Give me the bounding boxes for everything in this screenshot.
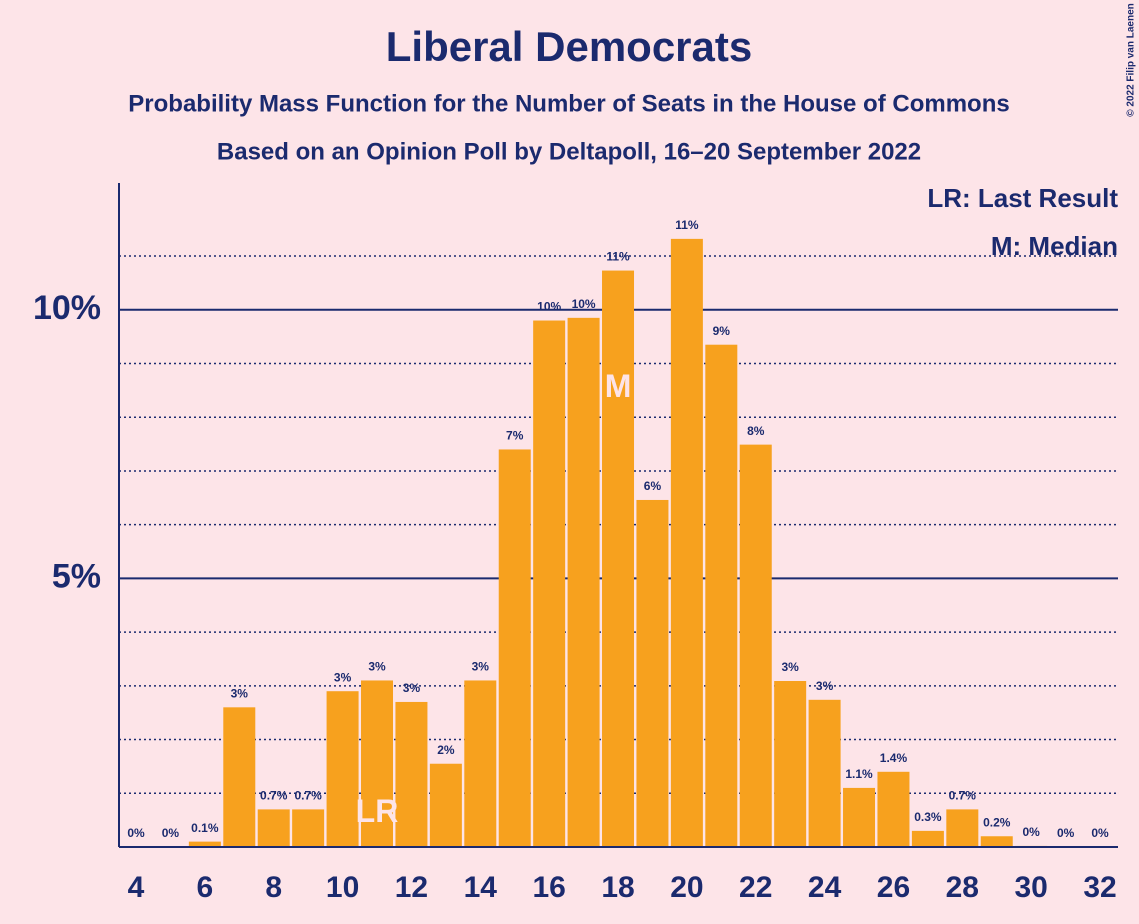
value-label: 10%: [537, 300, 561, 314]
value-label: 3%: [816, 679, 834, 693]
x-tick-label: 30: [1014, 871, 1047, 904]
value-label: 0%: [1057, 826, 1075, 840]
value-label: 0.2%: [983, 815, 1011, 829]
value-label: 0.7%: [949, 789, 977, 803]
y-tick-label: 10%: [33, 289, 101, 327]
value-label: 9%: [713, 324, 731, 338]
value-label: 0.1%: [191, 821, 219, 835]
bar: [911, 830, 944, 847]
x-tick-label: 14: [464, 871, 498, 904]
legend-entry: LR: Last Result: [927, 183, 1118, 213]
bar: [670, 238, 703, 847]
bar: [705, 344, 738, 847]
value-label: 1.1%: [845, 767, 873, 781]
value-label: 7%: [506, 429, 524, 443]
value-label: 1.4%: [880, 751, 908, 765]
bar: [361, 680, 394, 847]
legend-entry: M: Median: [991, 231, 1118, 261]
value-label: 0.7%: [294, 789, 322, 803]
value-label: 3%: [403, 681, 421, 695]
x-tick-label: 28: [946, 871, 979, 904]
x-tick-label: 4: [128, 871, 145, 904]
value-label: 8%: [747, 424, 765, 438]
x-tick-label: 18: [601, 871, 634, 904]
bar: [395, 701, 428, 847]
chart-subtitle: Based on an Opinion Poll by Deltapoll, 1…: [217, 138, 921, 165]
bar: [774, 681, 807, 847]
value-label: 3%: [334, 670, 352, 684]
chart-subtitle: Probability Mass Function for the Number…: [128, 90, 1009, 117]
bar: [946, 809, 979, 847]
bar: [533, 320, 566, 848]
x-tick-label: 6: [197, 871, 214, 904]
bar: [567, 317, 600, 847]
x-tick-label: 8: [265, 871, 282, 904]
x-tick-label: 22: [739, 871, 772, 904]
bar: [498, 449, 531, 847]
bar: [808, 699, 841, 847]
value-label: 3%: [231, 686, 249, 700]
bar: [843, 787, 876, 847]
x-tick-label: 32: [1083, 871, 1116, 904]
bar: [602, 270, 635, 847]
bar: [223, 707, 256, 847]
value-label: 0%: [1091, 826, 1109, 840]
value-label: 3%: [781, 660, 799, 674]
value-label: 10%: [572, 297, 596, 311]
value-label: 0%: [127, 826, 145, 840]
bar: [636, 499, 669, 847]
annotation: M: [605, 368, 632, 404]
bar: [188, 841, 221, 847]
value-label: 0%: [162, 826, 180, 840]
value-label: 0.7%: [260, 789, 288, 803]
bar: [257, 809, 290, 847]
bar: [292, 809, 325, 847]
value-label: 3%: [368, 660, 386, 674]
value-label: 0%: [1023, 825, 1041, 839]
copyright: © 2022 Filip van Laenen: [1126, 3, 1137, 117]
value-label: 6%: [644, 479, 662, 493]
x-tick-label: 12: [395, 871, 428, 904]
bar: [877, 771, 910, 847]
value-label: 3%: [472, 660, 490, 674]
x-tick-label: 16: [532, 871, 565, 904]
value-label: 11%: [606, 250, 630, 264]
value-label: 2%: [437, 743, 455, 757]
y-tick-label: 5%: [52, 557, 101, 595]
chart-title: Liberal Democrats: [386, 23, 752, 70]
bar: [429, 763, 462, 847]
bar: [326, 691, 359, 847]
x-tick-label: 10: [326, 871, 359, 904]
bar: [980, 836, 1013, 847]
value-label: 0.3%: [914, 810, 942, 824]
x-tick-label: 24: [808, 871, 842, 904]
annotation: LR: [356, 793, 399, 829]
x-tick-label: 20: [670, 871, 703, 904]
bar: [739, 444, 772, 847]
x-tick-label: 26: [877, 871, 910, 904]
bar: [464, 680, 497, 847]
value-label: 11%: [675, 218, 699, 232]
